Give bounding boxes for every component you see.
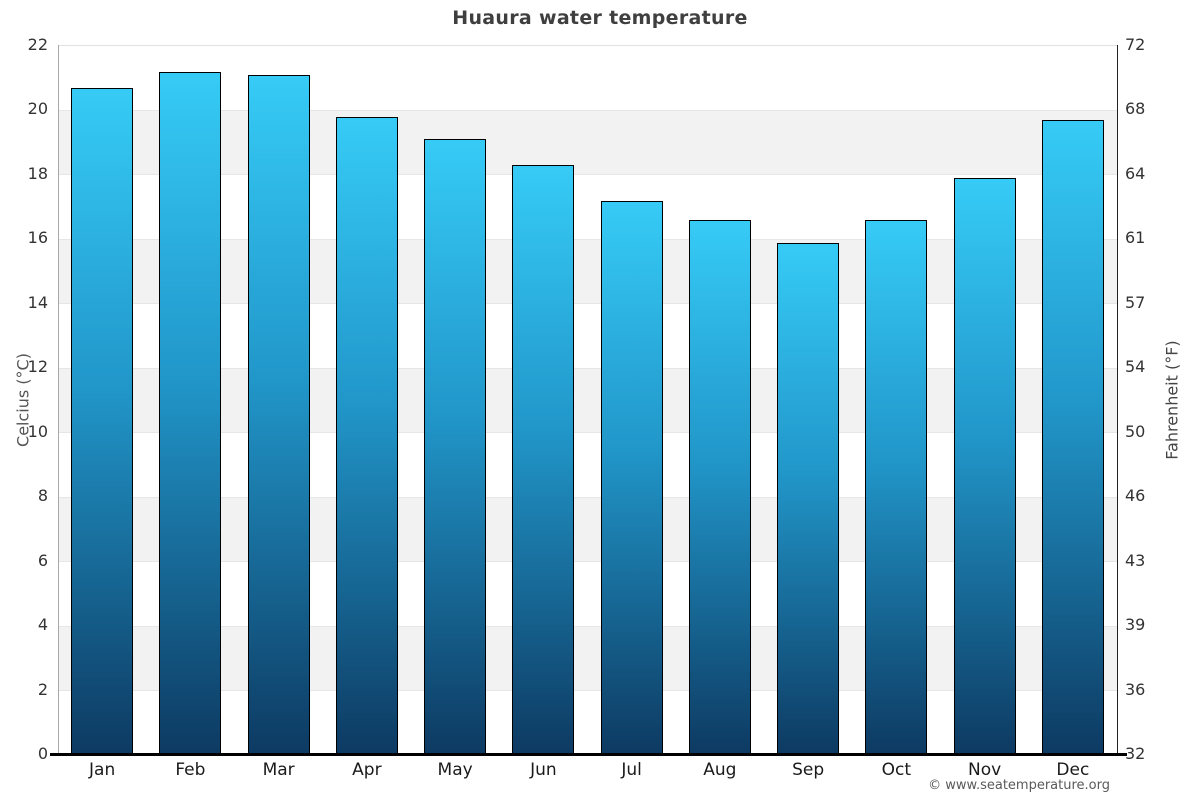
y-axis-title-fahrenheit: Fahrenheit (°F) (1162, 340, 1182, 460)
background-band (58, 368, 1117, 433)
bar-jan[interactable] (71, 87, 134, 755)
background-band (58, 239, 1117, 304)
x-tick-label-jan: Jan (89, 760, 116, 780)
y-tick-label-right: 54 (1125, 357, 1146, 377)
bar-sep[interactable] (777, 242, 840, 755)
y-tick-label-left: 14 (27, 292, 48, 312)
y-tick-label-right: 72 (1125, 35, 1146, 54)
bar-mar[interactable] (247, 75, 310, 755)
y-tick-label-left: 12 (27, 357, 48, 377)
y-tick-label-left: 2 (37, 679, 48, 699)
y-tick-label-left: 20 (27, 99, 48, 119)
x-tick-label-oct: Oct (881, 760, 912, 780)
x-tick-label-feb: Feb (175, 760, 206, 780)
bar-jul[interactable] (600, 200, 663, 755)
bar-jun[interactable] (512, 165, 575, 755)
y-tick-label-right: 61 (1125, 228, 1146, 248)
y-tick-label-left: 10 (27, 421, 48, 441)
x-tick-label-aug: Aug (703, 760, 737, 780)
plot-area (58, 45, 1117, 755)
y-tick-label-left: 6 (37, 550, 48, 570)
x-tick-label-apr: Apr (352, 760, 382, 780)
bar-nov[interactable] (953, 178, 1016, 755)
y-axis-line-right (1117, 45, 1118, 754)
y-tick-label-left: 0 (37, 744, 48, 763)
copyright-link[interactable]: © www.seatemperature.org (928, 778, 1110, 793)
chart-title: Huaura water temperature (452, 7, 748, 29)
y-tick-label-right: 57 (1125, 292, 1146, 312)
bar-apr[interactable] (335, 116, 398, 755)
y-tick-label-right: 43 (1125, 550, 1146, 570)
y-tick-label-left: 16 (27, 228, 48, 248)
x-axis-line (50, 753, 1127, 756)
x-tick-label-jun: Jun (530, 760, 557, 780)
y-tick-label-right: 68 (1125, 99, 1146, 119)
y-tick-label-right: 39 (1125, 615, 1146, 635)
background-band (58, 626, 1117, 691)
y-tick-label-right: 64 (1125, 163, 1146, 183)
x-tick-label-jul: Jul (621, 760, 642, 780)
bar-oct[interactable] (865, 220, 928, 755)
bar-feb[interactable] (159, 71, 222, 755)
x-tick-label-dec: Dec (1056, 760, 1090, 780)
bar-aug[interactable] (688, 220, 751, 755)
x-tick-label-nov: Nov (968, 760, 1002, 780)
x-tick-label-may: May (437, 760, 473, 780)
y-axis-line-left (58, 45, 59, 754)
y-tick-label-right: 32 (1125, 744, 1146, 763)
y-tick-label-left: 8 (37, 486, 48, 506)
y-tick-label-left: 4 (37, 615, 48, 635)
y-tick-label-right: 50 (1125, 421, 1146, 441)
y-tick-label-left: 18 (27, 163, 48, 183)
x-tick-label-sep: Sep (792, 760, 825, 780)
y-tick-label-right: 46 (1125, 486, 1146, 506)
bar-may[interactable] (424, 139, 487, 755)
y-tick-label-left: 22 (27, 35, 48, 54)
background-band (58, 110, 1117, 175)
x-tick-label-mar: Mar (262, 760, 295, 780)
bar-dec[interactable] (1041, 120, 1104, 755)
y-tick-label-right: 36 (1125, 679, 1146, 699)
background-band (58, 497, 1117, 562)
